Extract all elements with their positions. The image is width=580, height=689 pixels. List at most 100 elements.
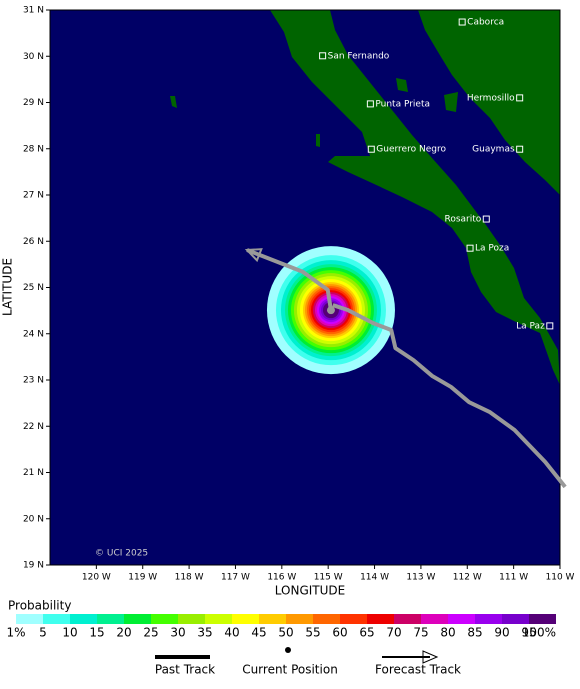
past-track [332,303,567,489]
y-tick-label: 25 N [23,283,44,293]
x-tick-label: 118 W [175,573,204,583]
forecast-arrowhead [244,248,263,263]
scale-label: 65 [359,626,374,640]
city-marker [319,52,327,60]
scale-cell [313,614,340,624]
scale-cell [448,614,475,624]
city-label: La Poza [475,244,509,254]
x-tick-label: 113 W [406,573,435,583]
scale-label: 70 [386,626,401,640]
y-tick-label: 22 N [23,422,44,432]
scale-cell [394,614,421,624]
scale-label: 80 [440,626,455,640]
scale-cell [151,614,178,624]
y-tick-label: 23 N [23,376,44,386]
legend-item: Current Position [242,663,338,677]
city-marker [366,100,374,108]
y-tick-label: 21 N [23,468,44,478]
scale-cell [475,614,502,624]
y-tick-label: 27 N [23,191,44,201]
city-marker [516,94,524,102]
y-tick-label: 30 N [23,52,44,62]
scale-label: 85 [467,626,482,640]
y-tick-label: 24 N [23,329,44,339]
island [316,134,320,147]
scale-cell [43,614,70,624]
city-label: La Paz [516,321,545,331]
scale-label: 35 [197,626,212,640]
scale-label: 75 [413,626,428,640]
scale-cell [70,614,97,624]
forecast-arrow-key [422,650,439,664]
island [444,92,458,112]
scale-label: 5 [39,626,47,640]
x-tick-label: 114 W [360,573,389,583]
scale-label: 55 [305,626,320,640]
city-label: Caborca [467,18,504,28]
scale-cell [259,614,286,624]
scale-cell [97,614,124,624]
city-label: Hermosillo [467,93,515,103]
scale-label: 95 [521,626,536,640]
island [396,78,408,92]
scale-label: 15 [89,626,104,640]
current-position-key [285,647,291,653]
x-tick-label: 112 W [453,573,482,583]
x-tick-label: 117 W [221,573,250,583]
x-tick-label: 110 W [546,573,575,583]
scale-label: 45 [251,626,266,640]
scale-cell [502,614,529,624]
scale-cell [205,614,232,624]
scale-label: 1% [6,626,25,640]
island [170,96,177,108]
y-tick-label: 29 N [23,98,44,108]
city-marker [458,18,466,26]
scale-label: 10 [62,626,77,640]
y-axis-title: LATITUDE [1,258,15,316]
scale-label: 40 [224,626,239,640]
scale-cell [367,614,394,624]
scale-label: 25 [143,626,158,640]
mainland [418,10,560,195]
city-label: Guaymas [472,145,515,155]
scale-label: 60 [332,626,347,640]
legend-title: Probability [8,599,71,613]
scale-cell [340,614,367,624]
x-axis-title: LONGITUDE [275,584,345,598]
scale-cell [16,614,43,624]
baja-peninsula [270,10,560,385]
x-tick-label: 111 W [499,573,528,583]
scale-label: 90 [494,626,509,640]
y-tick-label: 20 N [23,514,44,524]
scale-cell [286,614,313,624]
scale-cell [232,614,259,624]
scale-label: 20 [116,626,131,640]
city-marker [546,322,554,330]
credit: © UCI 2025 [95,549,148,559]
x-tick-label: 120 W [82,573,111,583]
scale-cell [529,614,556,624]
x-tick-label: 116 W [267,573,296,583]
y-tick-label: 19 N [23,561,44,571]
scale-label: 30 [170,626,185,640]
x-tick-label: 119 W [128,573,157,583]
y-tick-label: 26 N [23,237,44,247]
y-tick-label: 28 N [23,144,44,154]
current-position [326,306,335,315]
city-marker [367,145,375,153]
city-marker [482,215,490,223]
scale-cell [178,614,205,624]
x-tick-label: 115 W [314,573,343,583]
legend-item: Past Track [155,663,215,677]
scale-cell [124,614,151,624]
city-label: Rosarito [444,215,481,225]
city-marker [516,145,524,153]
city-marker [466,244,474,252]
scale-label: 50 [278,626,293,640]
scale-label: 100% [522,626,556,640]
city-label: Guerrero Negro [376,145,446,155]
city-label: San Fernando [328,51,390,61]
scale-cell [421,614,448,624]
legend-item: Forecast Track [375,663,461,677]
